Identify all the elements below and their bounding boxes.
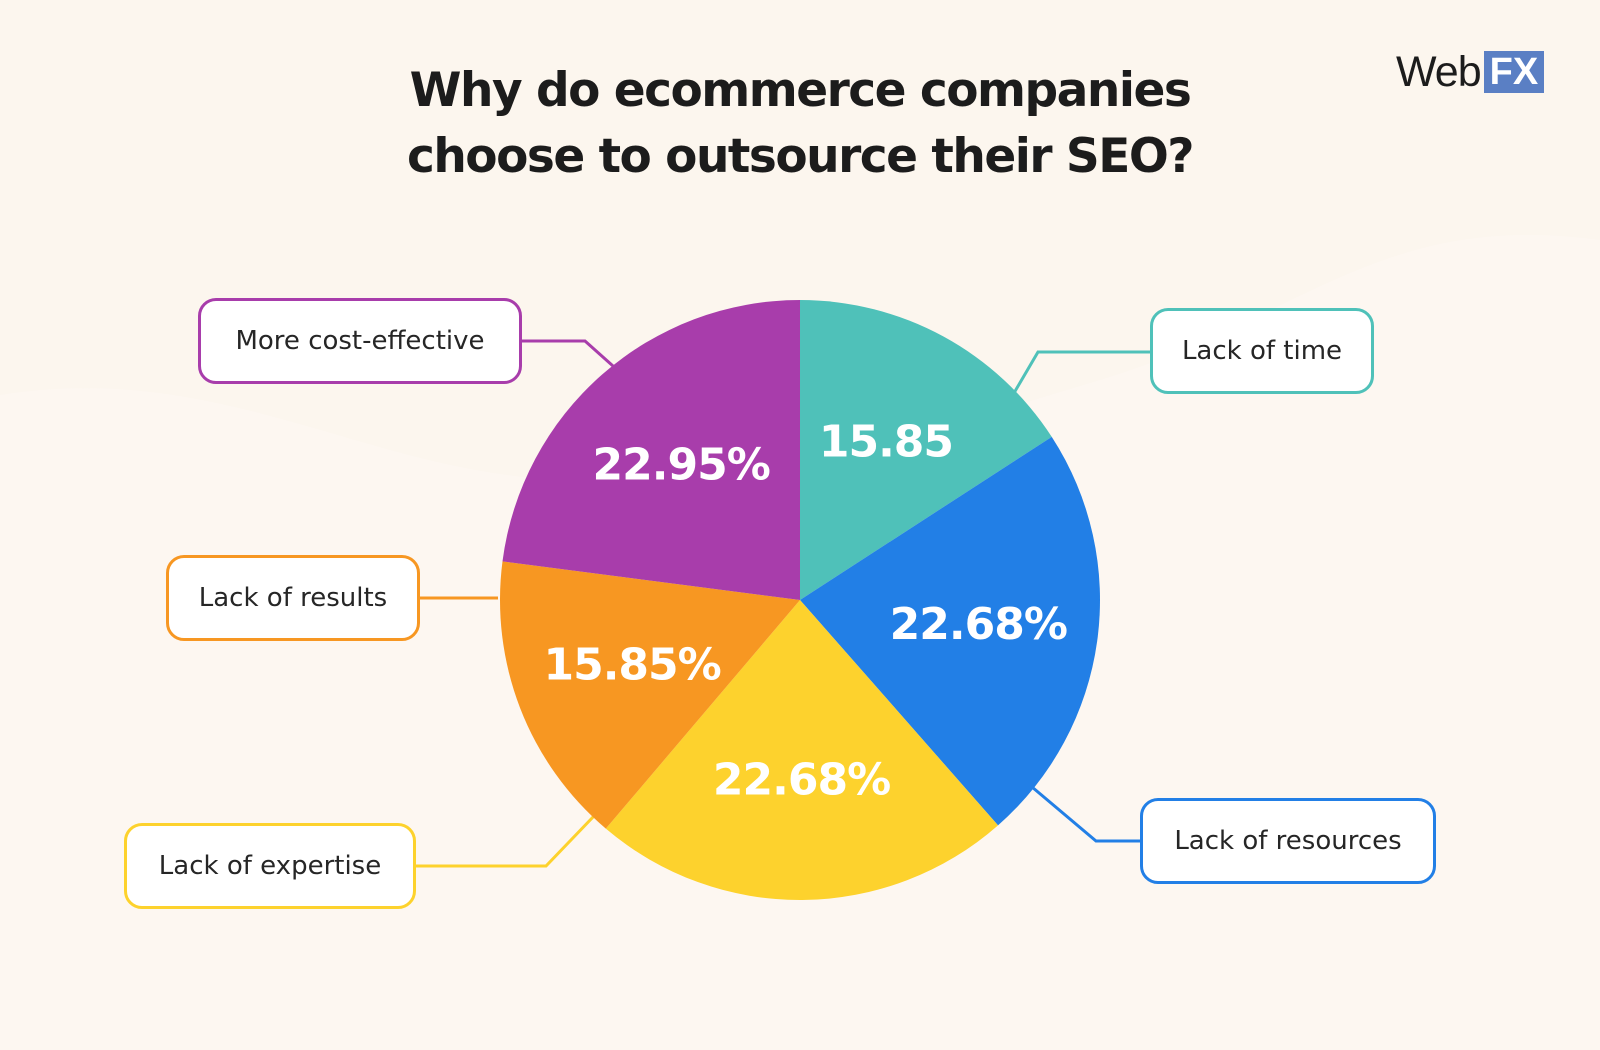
logo-badge: FX bbox=[1483, 51, 1545, 93]
data-label-lack-of-results: 15.85% bbox=[543, 639, 720, 690]
chart-title: Why do ecommerce companies choose to out… bbox=[0, 58, 1600, 190]
data-label-more-cost-effective: 22.95% bbox=[593, 439, 770, 490]
legend-label-lack-of-results: Lack of results bbox=[166, 555, 420, 641]
logo-text: Web bbox=[1396, 48, 1482, 96]
data-label-lack-of-expertise: 22.68% bbox=[713, 754, 890, 805]
legend-label-lack-of-time: Lack of time bbox=[1150, 308, 1374, 394]
pie-slice-lack-of-results bbox=[499, 561, 800, 829]
chart-title-line-1: Why do ecommerce companies bbox=[409, 63, 1192, 118]
pie-slice-lack-of-time bbox=[800, 300, 1052, 600]
pie-slice-lack-of-resources bbox=[800, 436, 1100, 826]
connector-line-lack-of-expertise bbox=[416, 814, 596, 868]
data-label-lack-of-resources: 22.68% bbox=[890, 599, 1067, 650]
webfx-logo: Web FX bbox=[1396, 48, 1545, 96]
legend-label-more-cost-effective: More cost-effective bbox=[198, 298, 522, 384]
pie-slice-more-cost-effective bbox=[502, 300, 800, 600]
legend-label-lack-of-expertise: Lack of expertise bbox=[124, 823, 416, 909]
chart-title-line-2: choose to outsource their SEO? bbox=[406, 129, 1195, 184]
data-label-lack-of-time: 15.85 bbox=[819, 416, 953, 467]
connector-line-more-cost-effective bbox=[522, 339, 614, 368]
connector-line-lack-of-resources bbox=[1031, 785, 1140, 843]
connector-line-lack-of-time bbox=[1012, 350, 1150, 394]
pie-slice-lack-of-expertise bbox=[605, 600, 999, 900]
legend-label-lack-of-resources: Lack of resources bbox=[1140, 798, 1436, 884]
